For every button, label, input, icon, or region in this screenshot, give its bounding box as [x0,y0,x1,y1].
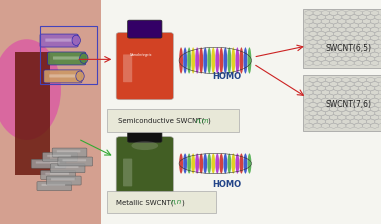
FancyBboxPatch shape [47,155,71,157]
Ellipse shape [203,47,207,74]
Text: ): ) [181,199,184,206]
FancyBboxPatch shape [37,182,72,191]
Ellipse shape [231,153,235,174]
FancyBboxPatch shape [55,166,78,168]
FancyBboxPatch shape [48,52,86,65]
Ellipse shape [215,153,219,174]
Ellipse shape [183,153,187,174]
Ellipse shape [248,153,251,174]
Ellipse shape [211,153,215,174]
FancyBboxPatch shape [51,178,75,180]
Ellipse shape [199,153,203,174]
Ellipse shape [183,47,187,74]
FancyBboxPatch shape [128,20,162,38]
Ellipse shape [187,153,191,174]
FancyBboxPatch shape [36,162,59,164]
Text: SWCNT(7,6): SWCNT(7,6) [326,100,371,109]
FancyBboxPatch shape [107,191,216,213]
Ellipse shape [248,47,251,74]
FancyBboxPatch shape [40,34,78,47]
Text: n,m: n,m [196,118,210,123]
Ellipse shape [187,47,191,74]
FancyBboxPatch shape [46,176,81,185]
Ellipse shape [227,153,231,174]
FancyBboxPatch shape [128,124,162,142]
FancyBboxPatch shape [57,150,80,152]
Text: HOMO: HOMO [212,180,241,189]
Ellipse shape [76,71,84,81]
Text: ): ) [208,117,210,124]
FancyBboxPatch shape [53,56,80,60]
Ellipse shape [203,153,207,174]
Ellipse shape [219,47,223,74]
Ellipse shape [240,47,243,74]
Text: Metallic SWCNT(: Metallic SWCNT( [116,199,174,206]
Ellipse shape [207,153,211,174]
FancyBboxPatch shape [42,184,65,186]
FancyBboxPatch shape [303,75,381,131]
FancyBboxPatch shape [15,52,50,175]
FancyBboxPatch shape [123,159,132,186]
FancyBboxPatch shape [31,159,66,168]
FancyBboxPatch shape [0,0,101,224]
Ellipse shape [219,153,223,174]
Ellipse shape [191,47,195,74]
Ellipse shape [243,153,247,174]
FancyBboxPatch shape [41,170,75,179]
FancyBboxPatch shape [50,164,85,173]
FancyBboxPatch shape [62,159,86,161]
Ellipse shape [207,47,211,74]
Ellipse shape [191,153,195,174]
Text: NanoIntegris: NanoIntegris [130,53,152,57]
FancyBboxPatch shape [116,137,173,204]
Ellipse shape [227,47,231,74]
Ellipse shape [235,153,239,174]
Ellipse shape [223,153,227,174]
Ellipse shape [195,47,199,74]
FancyBboxPatch shape [44,70,82,83]
FancyBboxPatch shape [45,39,73,42]
Ellipse shape [80,53,88,63]
FancyBboxPatch shape [43,153,77,162]
Ellipse shape [0,39,61,140]
Ellipse shape [199,47,203,74]
FancyBboxPatch shape [49,74,77,78]
Text: SWCNT(6,5): SWCNT(6,5) [326,44,371,53]
Ellipse shape [243,47,247,74]
FancyBboxPatch shape [303,9,381,68]
Ellipse shape [72,35,80,45]
Ellipse shape [235,47,239,74]
Ellipse shape [223,47,227,74]
FancyBboxPatch shape [123,54,132,82]
FancyBboxPatch shape [107,109,239,132]
Text: Semiconductive SWCNT(: Semiconductive SWCNT( [118,117,205,124]
FancyBboxPatch shape [116,32,173,100]
Ellipse shape [179,47,183,74]
Text: HOMO: HOMO [212,72,241,81]
Ellipse shape [231,47,235,74]
Ellipse shape [240,153,243,174]
Text: n,n: n,n [171,199,182,205]
FancyBboxPatch shape [52,148,87,157]
FancyBboxPatch shape [45,173,69,175]
Ellipse shape [131,141,158,150]
Ellipse shape [211,47,215,74]
Ellipse shape [215,47,219,74]
Ellipse shape [179,153,183,174]
FancyBboxPatch shape [58,157,93,166]
Ellipse shape [195,153,199,174]
